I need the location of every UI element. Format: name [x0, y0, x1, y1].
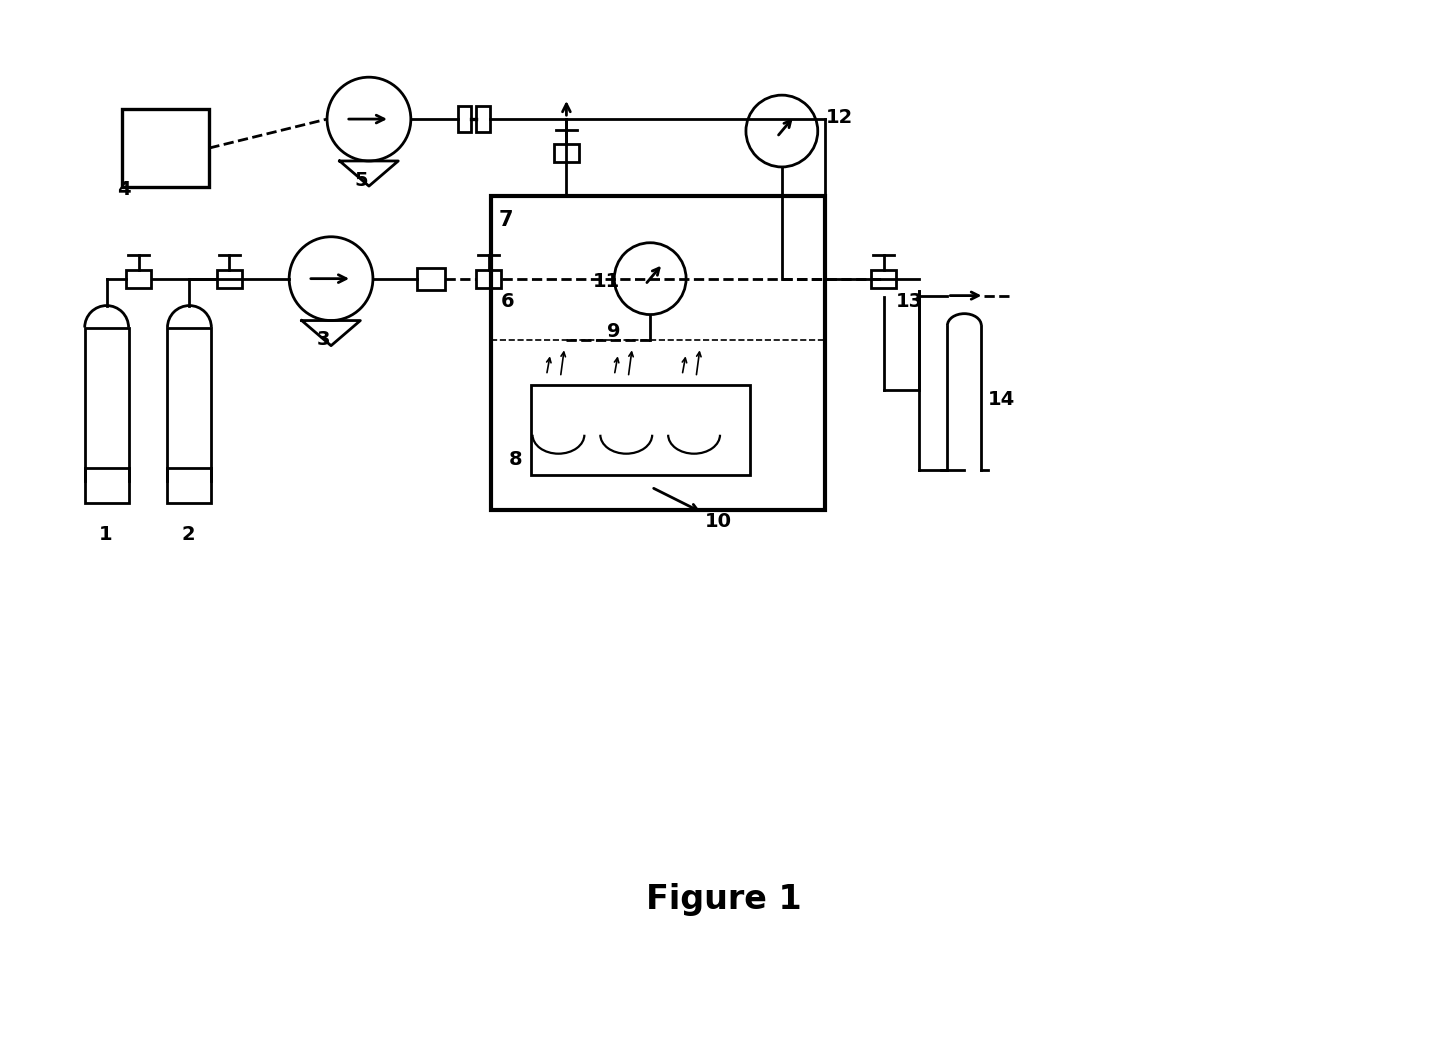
- Bar: [417, 267, 445, 289]
- Bar: [126, 269, 151, 287]
- Bar: [476, 106, 489, 132]
- Bar: [168, 328, 211, 503]
- Bar: [553, 144, 579, 162]
- Text: 3: 3: [316, 330, 330, 349]
- Text: 8: 8: [508, 451, 523, 470]
- Bar: [530, 386, 750, 475]
- Bar: [122, 109, 210, 187]
- Text: 13: 13: [895, 291, 922, 310]
- Text: 7: 7: [498, 210, 513, 230]
- Text: 12: 12: [825, 108, 853, 127]
- Text: 9: 9: [607, 323, 621, 342]
- Text: 4: 4: [117, 180, 130, 199]
- Bar: [217, 269, 242, 287]
- Text: 2: 2: [181, 525, 195, 544]
- Text: 10: 10: [705, 512, 733, 531]
- Text: Figure 1: Figure 1: [646, 882, 802, 916]
- Bar: [872, 269, 896, 287]
- Text: 1: 1: [98, 525, 113, 544]
- Bar: [491, 196, 825, 510]
- Text: 6: 6: [501, 291, 514, 310]
- Text: 5: 5: [355, 171, 368, 190]
- Bar: [458, 106, 471, 132]
- Text: 14: 14: [989, 390, 1015, 410]
- Bar: [84, 328, 129, 503]
- Bar: [476, 269, 501, 287]
- Text: 11: 11: [592, 271, 620, 290]
